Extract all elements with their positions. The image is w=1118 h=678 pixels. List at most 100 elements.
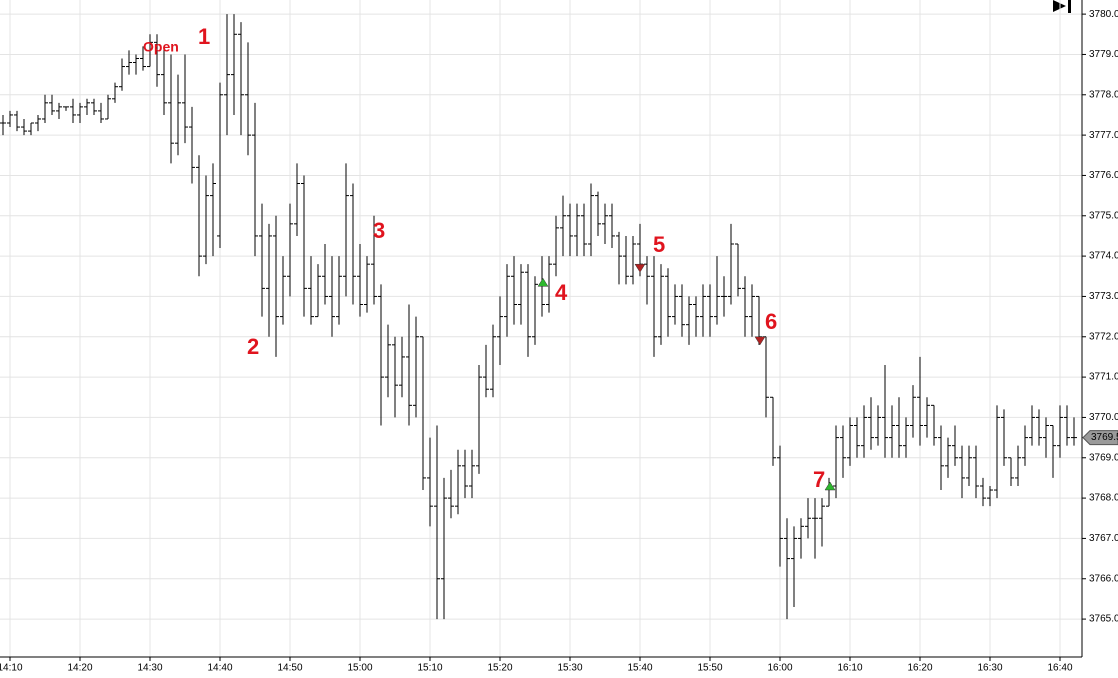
ohlc-bar xyxy=(511,256,517,325)
ohlc-bar xyxy=(483,344,489,398)
ohlc-bar xyxy=(777,445,783,567)
ohlc-bar xyxy=(175,74,181,156)
ohlc-bar xyxy=(721,276,727,317)
ohlc-bar xyxy=(623,235,629,285)
ohlc-bar xyxy=(1050,424,1056,478)
x-tick-label: 15:00 xyxy=(347,663,372,674)
ohlc-bar xyxy=(434,425,440,620)
x-tick-label: 15:50 xyxy=(697,663,722,674)
y-tick-label: 3769.0 xyxy=(1089,452,1118,463)
ohlc-bar xyxy=(679,284,685,337)
ohlc-bar xyxy=(931,404,937,446)
annotation: Open xyxy=(143,39,179,55)
ohlc-bar xyxy=(119,58,125,91)
ohlc-bar xyxy=(364,256,370,313)
ohlc-bar xyxy=(294,163,300,236)
ohlc-bar xyxy=(63,106,69,111)
signal-marker xyxy=(537,277,549,287)
ohlc-bar xyxy=(168,54,174,164)
ohlc-bar xyxy=(385,324,391,398)
ohlc-bar xyxy=(847,417,853,466)
ohlc-bar xyxy=(448,469,454,519)
annotation: 3 xyxy=(373,218,385,243)
x-tick-label: 16:00 xyxy=(767,663,792,674)
x-tick-label: 15:40 xyxy=(627,663,652,674)
ohlc-bar xyxy=(273,215,279,357)
ohlc-bar xyxy=(616,231,622,285)
y-tick-label: 3766.0 xyxy=(1089,573,1118,584)
ohlc-bar xyxy=(1015,445,1021,486)
ohlc-bar xyxy=(0,114,6,136)
x-tick-label: 14:50 xyxy=(277,663,302,674)
ohlc-bar xyxy=(672,284,678,325)
ohlc-bar xyxy=(252,102,258,257)
ohlc-bar xyxy=(504,264,510,337)
ohlc-bar xyxy=(798,518,804,559)
ohlc-bar xyxy=(700,284,706,337)
ohlc-bar xyxy=(707,284,713,337)
ohlc-bar xyxy=(630,235,636,285)
ohlc-bar xyxy=(406,304,412,426)
ohlc-bar xyxy=(805,498,811,539)
signal-marker xyxy=(634,263,646,273)
ohlc-bar xyxy=(581,203,587,257)
ohlc-bar xyxy=(266,223,272,337)
ohlc-bar xyxy=(987,485,993,507)
y-tick-label: 3775.0 xyxy=(1089,210,1118,221)
y-tick-label: 3780.0 xyxy=(1089,9,1118,20)
ohlc-bar xyxy=(770,396,776,466)
x-tick-label: 14:10 xyxy=(0,663,23,674)
ohlc-bar xyxy=(1064,405,1070,446)
ohlc-bar xyxy=(224,14,230,136)
ohlc-bar xyxy=(154,34,160,87)
x-tick-label: 16:10 xyxy=(837,663,862,674)
ohlc-bar xyxy=(896,397,902,458)
ohlc-bar xyxy=(287,203,293,297)
ohlc-bar xyxy=(553,215,559,277)
ohlc-bar xyxy=(350,183,356,305)
ohlc-bar xyxy=(35,114,41,132)
ohlc-bar xyxy=(833,425,839,499)
x-tick-label: 15:10 xyxy=(417,663,442,674)
ohlc-bar xyxy=(476,365,482,474)
ohlc-bar xyxy=(469,449,475,499)
ohlc-bar xyxy=(301,175,307,317)
ohlc-bar xyxy=(994,405,1000,499)
ohlc-bar xyxy=(574,203,580,257)
ohlc-bar xyxy=(980,477,986,507)
ohlc-bar xyxy=(952,425,958,466)
ohlc-bar xyxy=(329,256,335,337)
ohlc-bar xyxy=(112,82,118,103)
ohlc-bar xyxy=(665,268,671,337)
ohlc-bar xyxy=(728,223,734,305)
ohlc-bar xyxy=(322,244,328,305)
ohlc-bar xyxy=(532,276,538,345)
ohlc-bar xyxy=(588,183,594,257)
y-tick-label: 3771.0 xyxy=(1089,372,1118,383)
x-tick-label: 14:30 xyxy=(137,663,162,674)
ohlc-bar xyxy=(203,175,209,265)
y-tick-label: 3773.0 xyxy=(1089,291,1118,302)
ohlc-bar xyxy=(651,256,657,357)
ohlc-bar xyxy=(749,284,755,337)
ohlc-bar xyxy=(735,243,741,297)
x-tick-label: 14:40 xyxy=(207,663,232,674)
ohlc-bar xyxy=(196,155,202,277)
ohlc-bar xyxy=(238,22,244,136)
y-tick-label: 3776.0 xyxy=(1089,170,1118,181)
x-tick-label: 15:30 xyxy=(557,663,582,674)
ohlc-bar xyxy=(371,215,377,305)
ohlc-bar xyxy=(973,445,979,499)
ohlc-bar xyxy=(693,296,699,337)
ohlc-bar xyxy=(84,98,90,115)
y-tick-label: 3778.0 xyxy=(1089,89,1118,100)
ohlc-bar xyxy=(812,498,818,559)
ohlc-bar xyxy=(938,425,944,491)
ohlc-bar xyxy=(49,94,55,115)
ohlc-bar xyxy=(161,46,167,115)
ohlc-bar xyxy=(441,477,447,620)
ohlc-bar xyxy=(917,356,923,446)
ohlc-bar xyxy=(889,405,895,458)
ohlc-bar xyxy=(28,122,34,136)
